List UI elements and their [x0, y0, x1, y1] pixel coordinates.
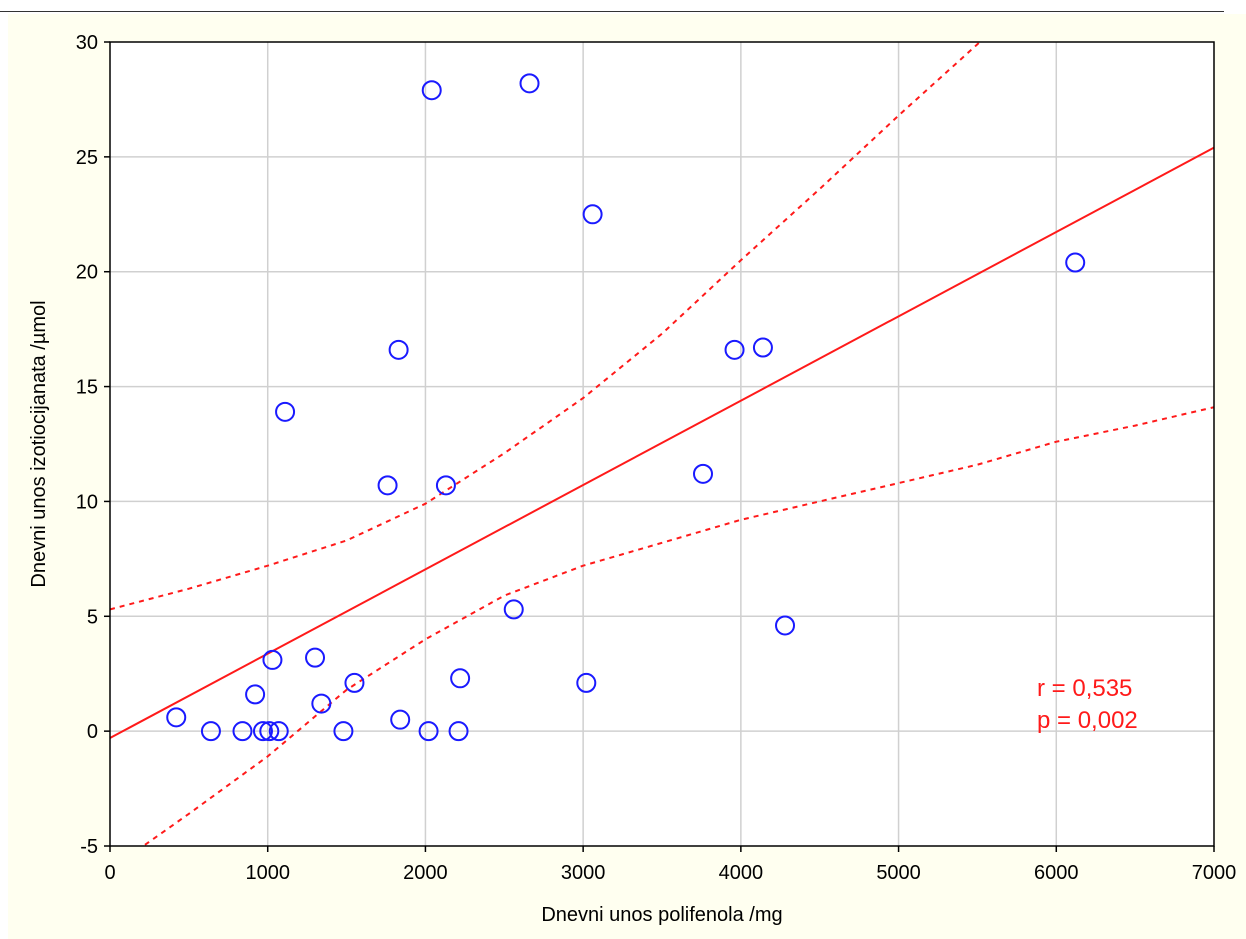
x-axis-label: Dnevni unos polifenola /mg [541, 904, 782, 926]
y-tick-label: 30 [76, 32, 98, 54]
axis-ticks: 0 1000 2000 3000 4000 5000 6000 7000 -5 0 5 10 15 20 2… [76, 32, 1237, 884]
data-point [275, 401, 296, 422]
data-point [259, 721, 280, 742]
y-tick-label: 15 [76, 377, 98, 399]
data-point [245, 684, 266, 705]
x-tick-label: 7000 [1192, 862, 1237, 884]
y-tick-label: 10 [76, 491, 98, 513]
y-tick-label: 0 [87, 721, 98, 743]
y-tick-label: -5 [80, 836, 98, 858]
data-point [519, 73, 540, 94]
plot-border [109, 41, 1215, 847]
x-tick-label: 6000 [1034, 862, 1079, 884]
data-point [232, 721, 253, 742]
data-point [390, 709, 411, 730]
data-point [752, 337, 773, 358]
data-point [421, 80, 442, 101]
confidence-band [110, 42, 1214, 846]
data-point [1065, 252, 1086, 273]
upper-confidence-line [110, 42, 982, 611]
data-point [693, 463, 714, 484]
plot-area [110, 42, 1214, 846]
regression-line [110, 146, 1214, 739]
x-tick-label: 5000 [876, 862, 921, 884]
data-point [166, 707, 187, 728]
data-point [268, 721, 289, 742]
data-point [200, 721, 221, 742]
regression-fit [110, 146, 1214, 739]
data-point [333, 721, 354, 742]
data-point [418, 721, 439, 742]
lower-confidence-line [141, 406, 1214, 846]
data-points [166, 73, 1086, 742]
data-point [775, 615, 796, 636]
data-point [377, 475, 398, 496]
top-divider-line [0, 11, 1224, 12]
data-point [344, 672, 365, 693]
y-tick-label: 20 [76, 262, 98, 284]
data-point [305, 647, 326, 668]
data-point [252, 721, 273, 742]
data-point [311, 693, 332, 714]
data-point [576, 672, 597, 693]
x-tick-label: 2000 [403, 862, 448, 884]
x-tick-label: 3000 [561, 862, 606, 884]
data-point [262, 649, 283, 670]
data-point [582, 204, 603, 225]
data-point [724, 339, 745, 360]
p-value: p = 0,002 [1037, 707, 1138, 734]
x-tick-label: 4000 [719, 862, 764, 884]
data-point [435, 475, 456, 496]
grid-lines [110, 42, 1214, 846]
y-tick-label: 5 [87, 606, 98, 628]
y-tick-label: 25 [76, 147, 98, 169]
data-point [448, 721, 469, 742]
data-point [388, 339, 409, 360]
data-point [503, 599, 524, 620]
data-point [450, 668, 471, 689]
y-axis-label: Dnevni unos izotiocijanata /µmol [28, 300, 50, 587]
x-tick-label: 0 [104, 862, 115, 884]
correlation-coefficient: r = 0,535 [1037, 675, 1132, 702]
x-tick-label: 1000 [245, 862, 290, 884]
